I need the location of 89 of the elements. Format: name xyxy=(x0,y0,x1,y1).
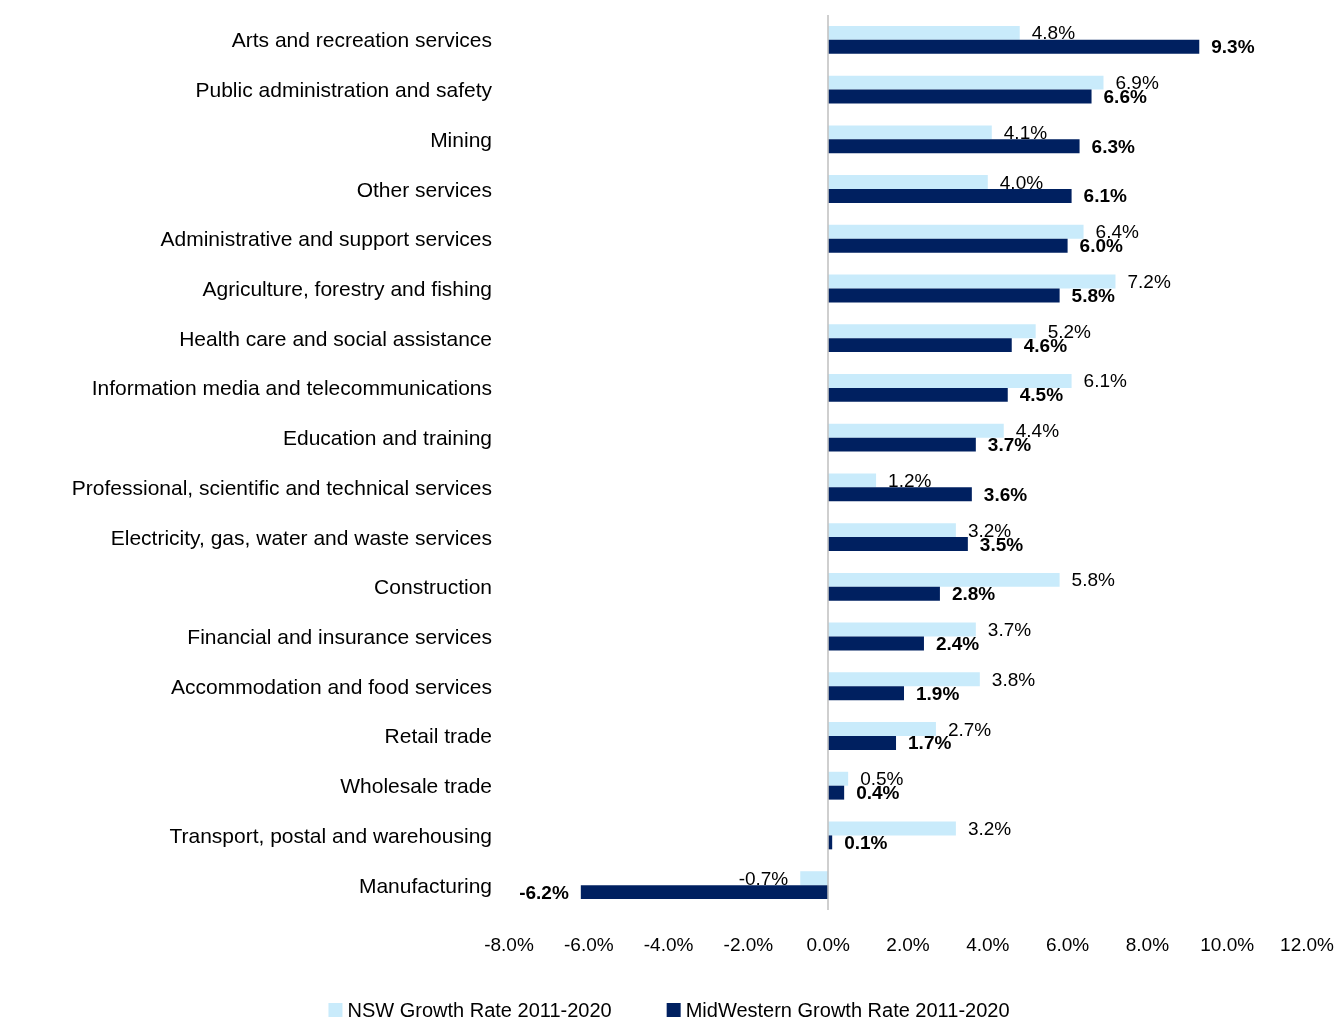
x-tick-label: 2.0% xyxy=(886,934,930,955)
bar xyxy=(828,686,905,701)
legend-label: MidWestern Growth Rate 2011-2020 xyxy=(685,999,1010,1021)
y-tick-label: Health care and social assistance xyxy=(179,326,492,350)
bar xyxy=(828,39,1200,54)
bar xyxy=(828,537,968,552)
bar xyxy=(828,771,849,786)
data-label: 4.5% xyxy=(1019,384,1064,406)
data-label: -0.7% xyxy=(738,867,789,889)
bar xyxy=(828,437,976,452)
y-tick-label: Manufacturing xyxy=(358,873,492,897)
bar xyxy=(828,224,1084,239)
bar xyxy=(828,139,1080,154)
data-label: 5.8% xyxy=(1071,284,1116,306)
data-label: 2.8% xyxy=(951,583,996,605)
bar xyxy=(828,473,877,488)
x-tick-label: 4.0% xyxy=(966,934,1010,955)
bar xyxy=(828,672,980,687)
y-tick-label: Mining xyxy=(430,127,492,151)
bar xyxy=(828,288,1060,303)
bar xyxy=(828,735,897,750)
bar xyxy=(828,622,976,637)
bar xyxy=(828,523,956,538)
data-label: -6.2% xyxy=(519,881,569,903)
bar xyxy=(828,722,936,736)
y-tick-label: Agriculture, forestry and fishing xyxy=(202,276,492,300)
bar xyxy=(828,487,972,502)
data-label: 0.1% xyxy=(844,831,888,853)
data-label: 7.2% xyxy=(1127,271,1171,293)
data-label: 6.1% xyxy=(1083,370,1127,392)
data-label: 5.8% xyxy=(1071,569,1116,591)
data-label: 4.0% xyxy=(999,171,1044,193)
bar xyxy=(828,423,1004,438)
y-tick-label: Other services xyxy=(356,177,492,201)
bar xyxy=(828,572,1060,587)
y-tick-label: Transport, postal and warehousing xyxy=(169,823,492,847)
legend-label: NSW Growth Rate 2011-2020 xyxy=(347,999,612,1021)
data-label: 4.8% xyxy=(1031,22,1076,44)
x-tick-label: -2.0% xyxy=(723,934,774,955)
y-tick-label: Arts and recreation services xyxy=(231,28,492,52)
y-tick-label: Financial and insurance services xyxy=(187,625,492,649)
y-tick-label: Information media and telecommunications xyxy=(91,376,492,400)
x-tick-label: 8.0% xyxy=(1125,934,1170,955)
bar xyxy=(828,89,1092,104)
bar xyxy=(828,338,1012,353)
bar xyxy=(580,885,829,900)
data-label: 2.4% xyxy=(935,632,980,654)
x-tick-label: 10.0% xyxy=(1200,934,1255,955)
x-tick-label: -8.0% xyxy=(484,934,534,955)
bar xyxy=(828,373,1072,388)
bar xyxy=(828,324,1036,339)
data-label: 4.1% xyxy=(1003,121,1048,143)
bar xyxy=(828,189,1072,203)
bar xyxy=(828,25,1020,40)
data-label: 2.7% xyxy=(947,718,992,740)
x-tick-label: 0.0% xyxy=(806,934,850,955)
y-tick-label: Education and training xyxy=(283,426,492,450)
data-label: 1.2% xyxy=(888,469,932,491)
bar xyxy=(828,586,940,601)
bar xyxy=(828,821,956,836)
bar xyxy=(800,871,829,886)
data-label: 3.8% xyxy=(991,668,1036,690)
data-label: 3.7% xyxy=(987,619,1032,641)
x-tick-label: 6.0% xyxy=(1045,934,1090,955)
bar xyxy=(828,636,924,651)
bar xyxy=(828,238,1068,253)
bar xyxy=(828,75,1104,90)
y-tick-label: Wholesale trade xyxy=(340,774,492,798)
y-tick-label: Accommodation and food services xyxy=(171,674,492,698)
y-tick-label: Public administration and safety xyxy=(195,78,493,102)
bar xyxy=(828,125,992,140)
data-label: 3.2% xyxy=(967,817,1012,839)
x-tick-label: 12.0% xyxy=(1280,934,1335,955)
y-tick-label: Retail trade xyxy=(384,724,492,748)
bar xyxy=(828,785,845,800)
bar xyxy=(828,387,1008,402)
bar xyxy=(828,274,1116,289)
data-label: 6.1% xyxy=(1083,185,1127,207)
y-tick-label: Administrative and support services xyxy=(160,227,492,251)
data-label: 9.3% xyxy=(1211,36,1255,58)
bar xyxy=(828,175,988,190)
y-tick-label: Construction xyxy=(374,575,492,599)
data-label: 1.9% xyxy=(916,682,960,704)
x-tick-label: -6.0% xyxy=(563,934,614,955)
data-label: 6.3% xyxy=(1091,135,1135,157)
y-tick-label: Electricity, gas, water and waste services xyxy=(110,525,492,549)
y-tick-label: Professional, scientific and technical services xyxy=(71,475,492,499)
data-label: 3.6% xyxy=(983,483,1028,505)
x-tick-label: -4.0% xyxy=(643,934,694,955)
